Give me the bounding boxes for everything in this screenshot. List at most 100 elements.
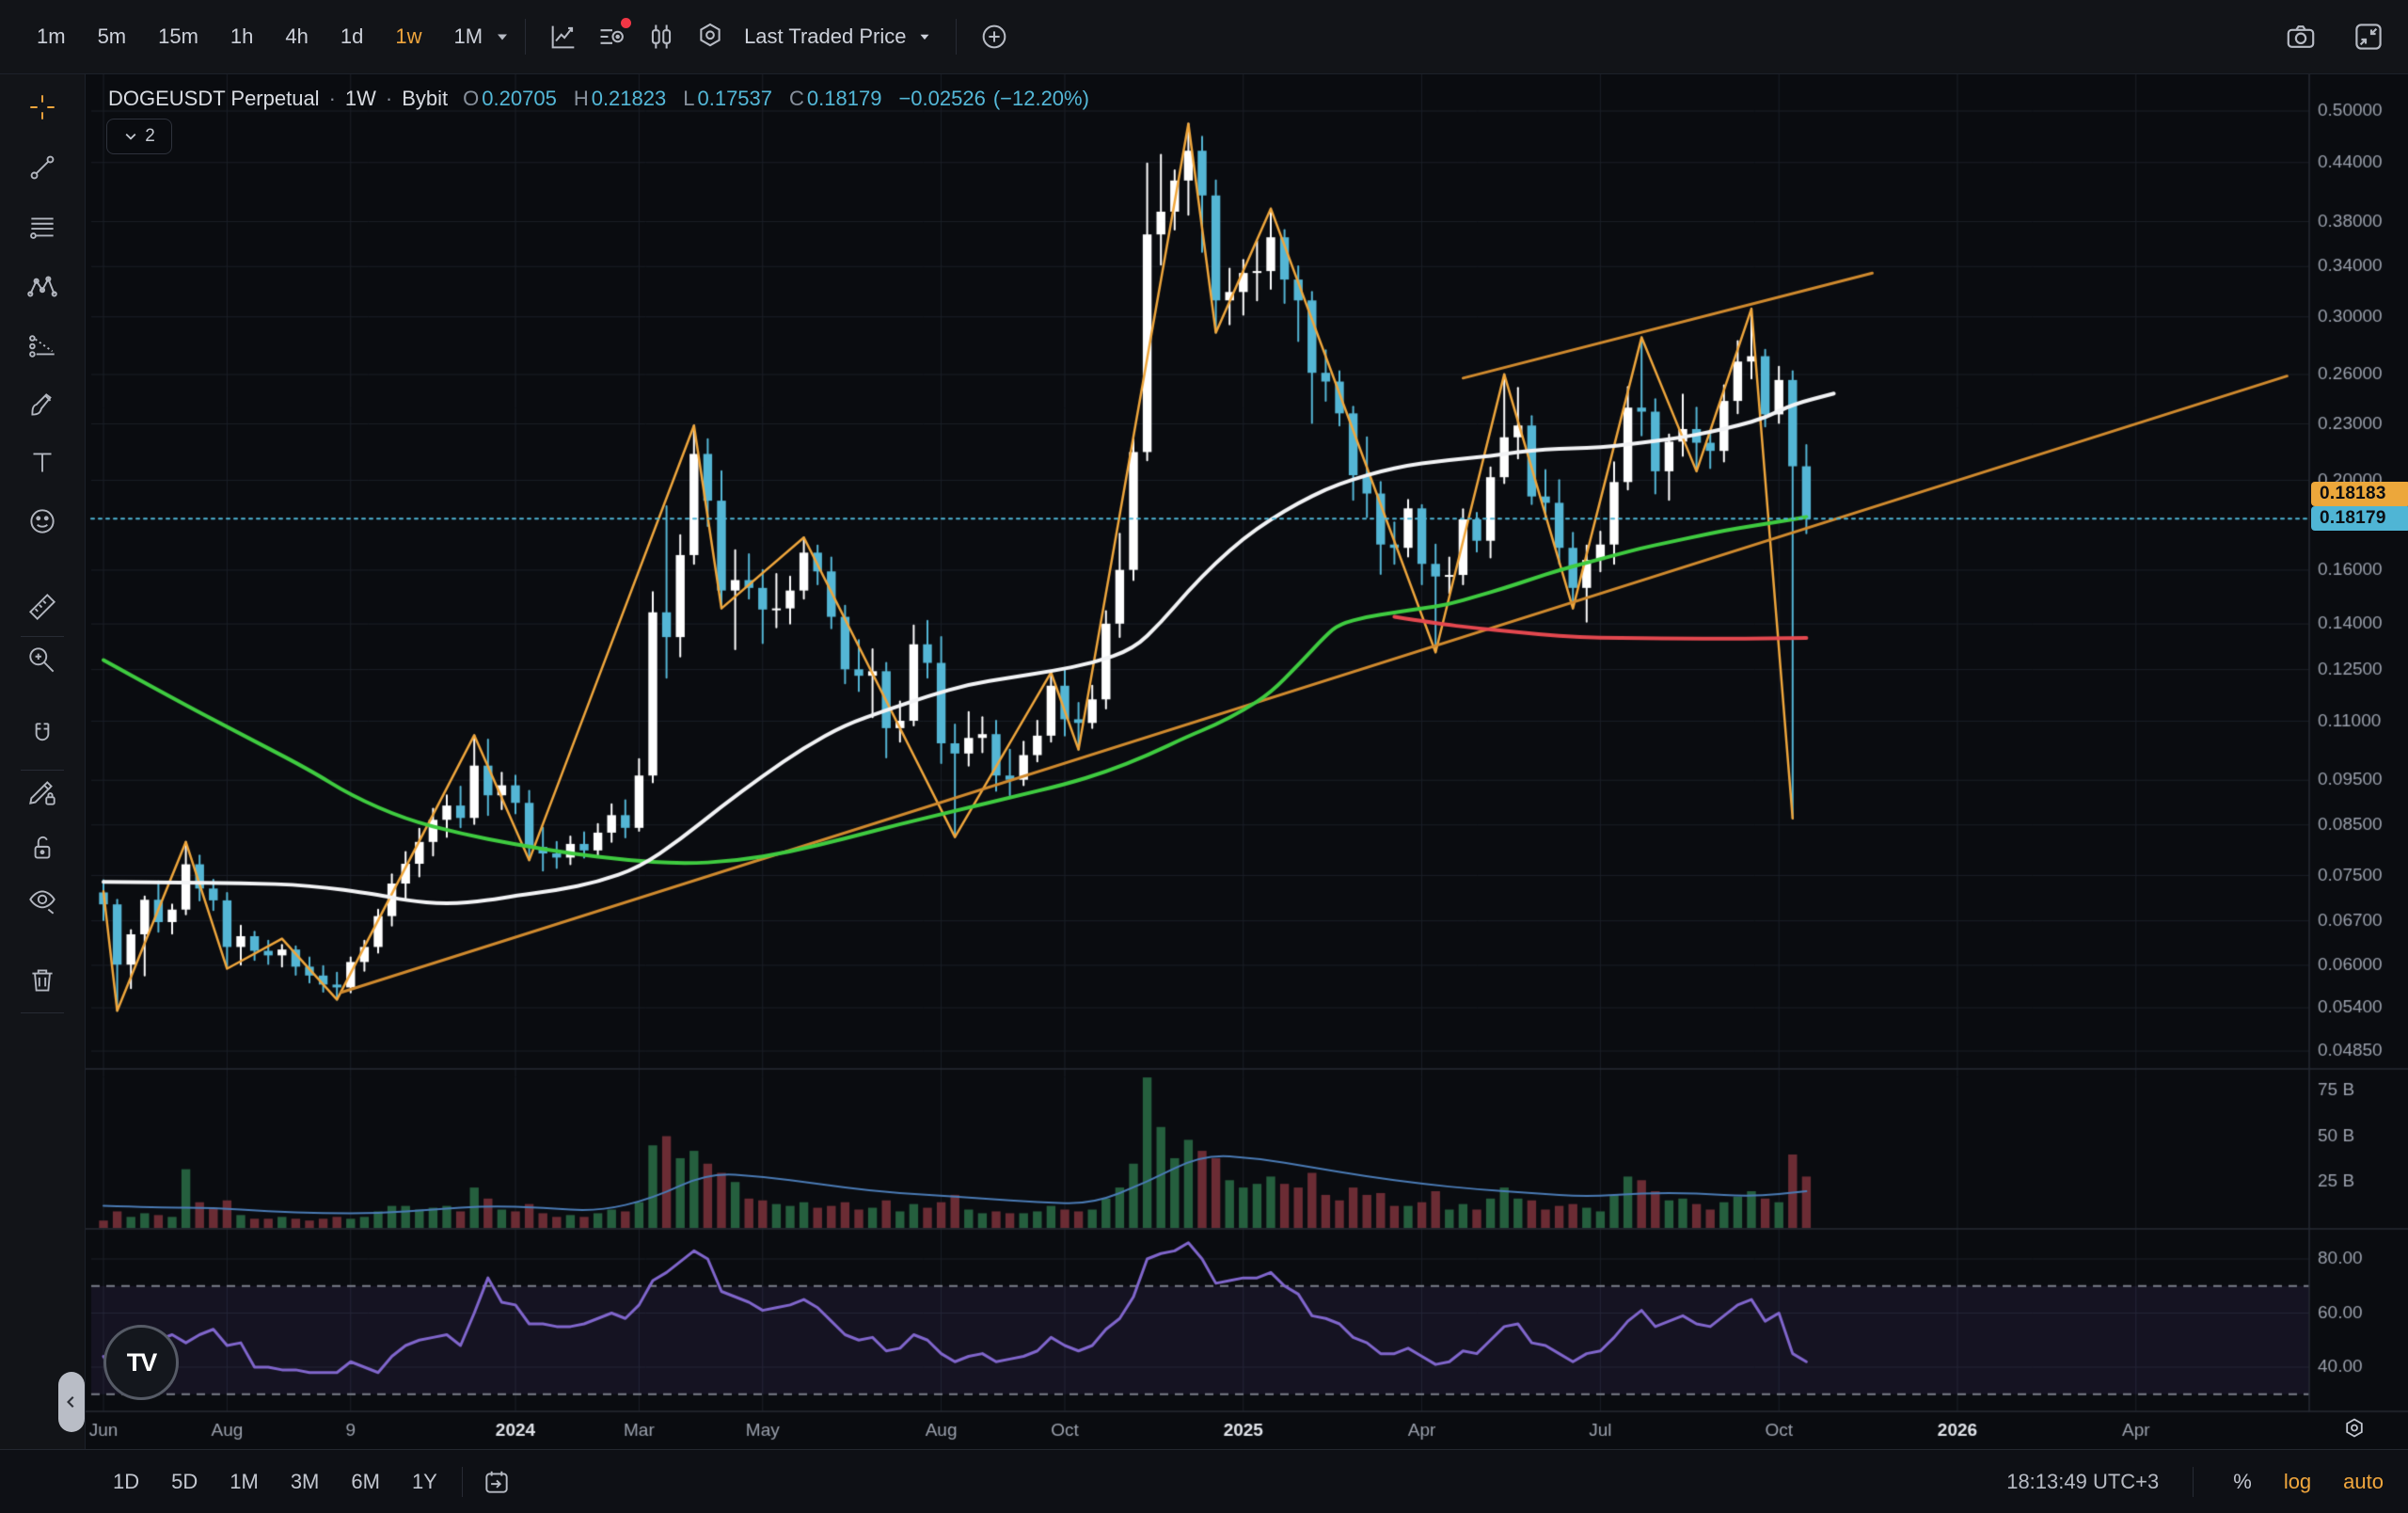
indicators-count: 2 bbox=[145, 126, 155, 146]
toolbar-divider bbox=[461, 1466, 463, 1497]
text-tool[interactable] bbox=[16, 437, 69, 489]
screenshot-button[interactable] bbox=[2276, 12, 2325, 61]
projection-icon bbox=[29, 335, 55, 358]
clock[interactable]: 18:13:49 UTC+3 bbox=[2006, 1469, 2160, 1493]
remove-drawings-tool[interactable] bbox=[16, 954, 69, 1007]
range-button-1Y[interactable]: 1Y bbox=[411, 1469, 437, 1493]
interval-button-1m[interactable]: 1m bbox=[37, 24, 66, 48]
top-toolbar: 1m 5m 15m 1h 4h 1d 1w 1M Last Traded Price bbox=[0, 0, 2408, 74]
symbol-exchange: Bybit bbox=[402, 87, 449, 110]
indicators-icon bbox=[600, 29, 624, 44]
close-value: 0.18179 bbox=[806, 87, 882, 110]
toolbar-divider bbox=[21, 1012, 64, 1013]
emoji-icon bbox=[30, 509, 55, 534]
magnet-tool[interactable] bbox=[16, 709, 69, 762]
candle-style-icon bbox=[651, 24, 672, 49]
high-value: 0.21823 bbox=[591, 87, 667, 110]
last-price-label[interactable]: 0.18179 bbox=[2311, 506, 2408, 531]
toolbar-divider bbox=[2193, 1466, 2194, 1497]
add-alert-button[interactable] bbox=[970, 12, 1019, 61]
plus-circle-icon bbox=[982, 24, 1006, 49]
eye-icon bbox=[29, 890, 55, 915]
interval-button-5m[interactable]: 5m bbox=[97, 24, 127, 48]
indicators-collapse-badge[interactable]: 2 bbox=[106, 119, 172, 154]
notification-dot bbox=[621, 18, 632, 28]
bottom-toolbar: 1D 5D 1M 3M 6M 1Y 18:13:49 UTC+3 % log auto bbox=[0, 1449, 2408, 1513]
price-source-label: Last Traded Price bbox=[744, 24, 907, 48]
open-label: O bbox=[463, 87, 480, 110]
gear-icon bbox=[2346, 1418, 2363, 1438]
zoom-in-tool[interactable] bbox=[16, 634, 69, 687]
hide-drawings-tool[interactable] bbox=[16, 875, 69, 928]
chart-style-button[interactable] bbox=[539, 12, 588, 61]
range-button-3M[interactable]: 3M bbox=[290, 1469, 320, 1493]
low-label: L bbox=[683, 87, 695, 110]
unlock-icon bbox=[34, 836, 51, 859]
trash-icon bbox=[32, 969, 53, 992]
chart-settings-button[interactable] bbox=[686, 12, 735, 61]
chevron-down-icon bbox=[125, 133, 136, 140]
tradingview-logo[interactable]: TV bbox=[103, 1325, 179, 1400]
xabcd-pattern-tool[interactable] bbox=[16, 261, 69, 313]
low-value: 0.17537 bbox=[697, 87, 773, 110]
symbol-info-bar[interactable]: DOGEUSDT Perpetual · 1W · Bybit O 0.20705… bbox=[108, 87, 1089, 111]
interval-button-1h[interactable]: 1h bbox=[230, 24, 254, 48]
candle-style-button[interactable] bbox=[637, 12, 686, 61]
toolbar-divider bbox=[21, 636, 64, 637]
emoji-tool[interactable] bbox=[16, 495, 69, 548]
minimize-icon bbox=[2355, 24, 2382, 50]
range-button-6M[interactable]: 6M bbox=[351, 1469, 380, 1493]
chart-style-icon bbox=[551, 25, 575, 49]
chevron-left-icon bbox=[67, 1396, 74, 1408]
interval-menu-button[interactable] bbox=[493, 27, 512, 46]
interval-button-1d[interactable]: 1d bbox=[340, 24, 364, 48]
percent-scale-button[interactable]: % bbox=[2233, 1469, 2252, 1493]
measure-tool[interactable] bbox=[16, 581, 69, 633]
interval-button-15m[interactable]: 15m bbox=[158, 24, 198, 48]
toolbar-divider bbox=[21, 770, 64, 771]
change-value: −0.02526 bbox=[898, 87, 986, 110]
range-button-1M[interactable]: 1M bbox=[230, 1469, 259, 1493]
symbol-interval: 1W bbox=[344, 87, 376, 110]
lock-all-drawings-tool[interactable] bbox=[16, 822, 69, 875]
collapse-toolbar-button[interactable] bbox=[58, 1372, 85, 1432]
auto-scale-button[interactable]: auto bbox=[2343, 1469, 2384, 1493]
brush-tool[interactable] bbox=[16, 378, 69, 431]
pane-settings-button[interactable] bbox=[2340, 1415, 2368, 1448]
ruler-icon bbox=[28, 593, 56, 621]
indicators-button[interactable] bbox=[588, 12, 637, 61]
symbol-name: DOGEUSDT Perpetual bbox=[108, 87, 320, 110]
range-button-5D[interactable]: 5D bbox=[171, 1469, 198, 1493]
range-button-1D[interactable]: 1D bbox=[113, 1469, 140, 1493]
chevron-down-icon bbox=[498, 34, 508, 40]
high-label: H bbox=[573, 87, 589, 110]
interval-button-1M[interactable]: 1M bbox=[453, 24, 483, 48]
ohlc-values: O 0.20705 H 0.21823 L 0.17537 C 0.18179 −0.0… bbox=[463, 87, 1089, 111]
go-to-date-button[interactable] bbox=[476, 1461, 517, 1503]
alert-price-label[interactable]: 0.18183 bbox=[2311, 482, 2408, 506]
projection-tool[interactable] bbox=[16, 320, 69, 373]
open-value: 0.20705 bbox=[482, 87, 557, 110]
interval-button-1w[interactable]: 1w bbox=[395, 24, 422, 48]
toolbar-divider bbox=[955, 19, 957, 55]
crosshair-tool[interactable] bbox=[16, 81, 69, 134]
drawing-lock-tool[interactable] bbox=[16, 766, 69, 819]
price-source-dropdown[interactable]: Last Traded Price bbox=[735, 17, 942, 56]
calendar-icon bbox=[485, 1471, 508, 1493]
pencil-lock-icon bbox=[29, 781, 55, 805]
text-icon bbox=[33, 453, 52, 472]
trend-line-tool[interactable] bbox=[16, 141, 69, 194]
price-axis[interactable] bbox=[2309, 73, 2408, 1411]
magnet-icon bbox=[35, 723, 50, 741]
minimize-button[interactable] bbox=[2344, 12, 2393, 61]
fib-retracement-tool[interactable] bbox=[16, 201, 69, 254]
brush-icon bbox=[31, 393, 52, 416]
zoom-in-icon bbox=[29, 647, 55, 673]
interval-button-4h[interactable]: 4h bbox=[285, 24, 309, 48]
separator-dot: · bbox=[328, 87, 336, 110]
time-axis[interactable] bbox=[85, 1411, 2309, 1449]
log-scale-button[interactable]: log bbox=[2283, 1469, 2312, 1493]
chevron-down-icon bbox=[920, 34, 928, 40]
